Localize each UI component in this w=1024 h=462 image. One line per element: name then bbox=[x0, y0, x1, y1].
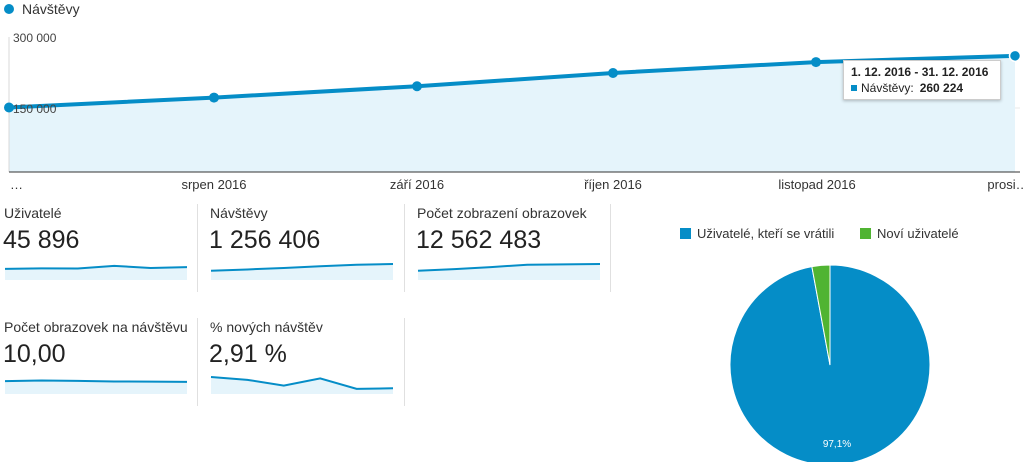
metric-label: Počet zobrazení obrazovek bbox=[417, 205, 587, 221]
x-tick-label: září 2016 bbox=[390, 177, 444, 192]
metric-divider bbox=[197, 318, 198, 406]
x-tick-label: prosi… bbox=[987, 177, 1024, 192]
metric-label: Návštěvy bbox=[210, 205, 268, 221]
sparkline-line bbox=[4, 379, 188, 383]
metric-sparkline bbox=[210, 263, 394, 280]
metric-visits[interactable]: Návštěvy 1 256 406 bbox=[206, 200, 396, 288]
metric-divider bbox=[404, 204, 405, 292]
data-point bbox=[412, 81, 422, 92]
tooltip-date-range: 1. 12. 2016 - 31. 12. 2016 bbox=[851, 65, 989, 79]
metric-sparkline bbox=[4, 264, 188, 280]
chart-tooltip: 1. 12. 2016 - 31. 12. 2016 Návštěvy: 260… bbox=[843, 60, 1001, 100]
sparkline-line bbox=[417, 263, 601, 272]
users-pie-chart[interactable]: 97,1% bbox=[725, 255, 935, 462]
tooltip-series-swatch bbox=[851, 85, 857, 91]
legend-swatch bbox=[680, 228, 691, 239]
pie-slice-label: 97,1% bbox=[823, 439, 851, 450]
data-point bbox=[4, 102, 14, 113]
metric-divider bbox=[197, 204, 198, 292]
series-legend-dot bbox=[4, 4, 14, 14]
y-tick-label: 300 000 bbox=[13, 31, 57, 45]
pie-slice bbox=[811, 264, 831, 366]
area-fill bbox=[9, 55, 1015, 173]
metric-divider bbox=[404, 318, 405, 406]
metric-sparkline bbox=[417, 263, 601, 280]
sparkline-line bbox=[210, 263, 394, 272]
sparkline-fill bbox=[5, 380, 187, 394]
metric-screens-per-visit[interactable]: Počet obrazovek na návštěvu 10,00 bbox=[0, 314, 190, 402]
sparkline-fill bbox=[211, 376, 393, 394]
sparkline-fill bbox=[418, 264, 600, 280]
metric-divider bbox=[610, 204, 611, 292]
data-point bbox=[1008, 49, 1022, 63]
metric-users[interactable]: Uživatelé 45 896 bbox=[0, 200, 190, 288]
metric-new-visits-percent[interactable]: % nových návštěv 2,91 % bbox=[206, 314, 396, 402]
data-point bbox=[608, 67, 618, 78]
sparkline-line bbox=[210, 375, 394, 390]
pie-legend-new[interactable]: Noví uživatelé bbox=[860, 226, 959, 241]
data-point bbox=[811, 57, 821, 68]
sparkline-fill bbox=[211, 264, 393, 280]
metric-value: 45 896 bbox=[3, 226, 80, 254]
x-tick-label: listopad 2016 bbox=[778, 177, 855, 192]
x-tick-label: srpen 2016 bbox=[181, 177, 246, 192]
metric-label: Počet obrazovek na návštěvu bbox=[4, 319, 188, 335]
legend-label: Uživatelé, kteří se vrátili bbox=[697, 226, 835, 241]
tooltip-value: 260 224 bbox=[919, 81, 964, 95]
visits-line-chart[interactable]: 300 000 150 000 … srpen 2016 září 2016 říjen … bbox=[0, 0, 1024, 200]
y-tick-label: 150 000 bbox=[13, 102, 57, 116]
metric-value: 10,00 bbox=[3, 340, 66, 368]
metric-value: 2,91 % bbox=[209, 340, 287, 368]
data-point bbox=[209, 92, 219, 103]
metric-sparkline bbox=[210, 375, 394, 394]
x-tick-label: … bbox=[10, 177, 23, 192]
tooltip-series-label: Návštěvy: bbox=[861, 81, 914, 95]
legend-label: Noví uživatelé bbox=[877, 226, 959, 241]
metric-value: 12 562 483 bbox=[416, 226, 542, 254]
metric-screenviews[interactable]: Počet zobrazení obrazovek 12 562 483 bbox=[413, 200, 603, 288]
legend-swatch bbox=[860, 228, 871, 239]
series-legend-label[interactable]: Návštěvy bbox=[22, 1, 80, 17]
sparkline-line bbox=[4, 264, 188, 270]
pie-legend-returning[interactable]: Uživatelé, kteří se vrátili bbox=[680, 226, 834, 241]
metric-label: Uživatelé bbox=[4, 205, 62, 221]
metric-value: 1 256 406 bbox=[209, 226, 321, 254]
metric-sparkline bbox=[4, 379, 188, 394]
x-tick-label: říjen 2016 bbox=[584, 177, 642, 192]
metric-label: % nových návštěv bbox=[210, 319, 323, 335]
